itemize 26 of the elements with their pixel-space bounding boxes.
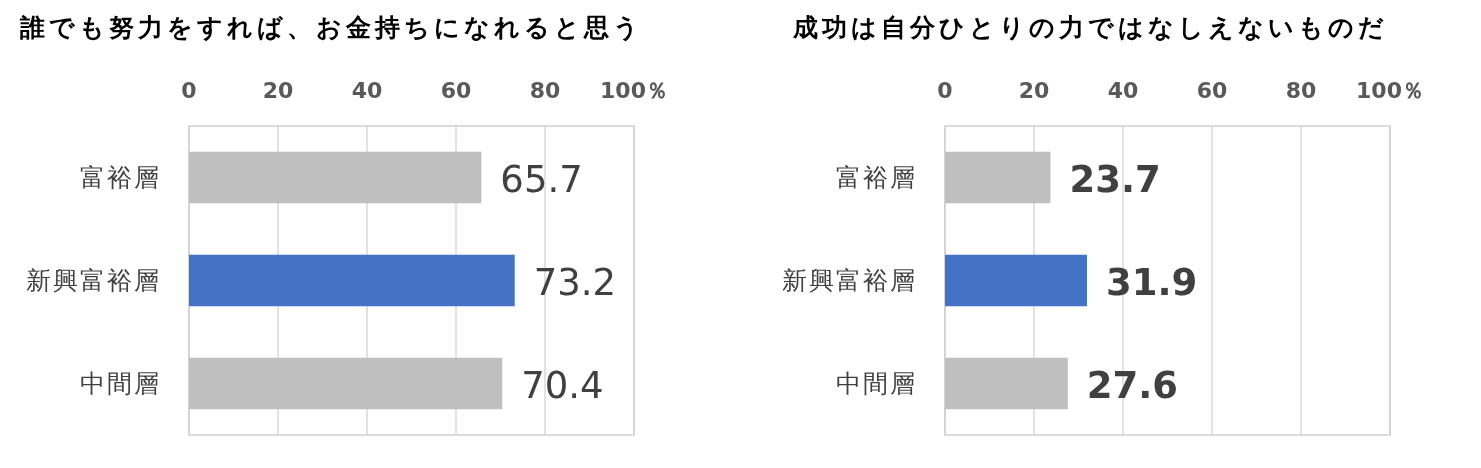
x-tick-label: 40 bbox=[351, 77, 383, 103]
x-tick-label: 100％ bbox=[1356, 77, 1424, 103]
x-tick-label: 40 bbox=[1107, 77, 1139, 103]
category-label: 新興富裕層 bbox=[782, 266, 917, 295]
x-tick-label: 0 bbox=[937, 77, 953, 103]
data-label: 70.4 bbox=[521, 364, 604, 407]
category-label: 中間層 bbox=[80, 369, 161, 398]
data-label: 31.9 bbox=[1105, 261, 1198, 304]
x-tick-label: 0 bbox=[181, 77, 197, 103]
category-label: 富裕層 bbox=[80, 163, 161, 192]
category-label: 富裕層 bbox=[836, 163, 917, 192]
category-label: 新興富裕層 bbox=[26, 266, 161, 295]
x-tick-label: 20 bbox=[262, 77, 294, 103]
data-label: 23.7 bbox=[1069, 158, 1161, 201]
data-label: 65.7 bbox=[500, 158, 583, 201]
x-tick-label: 60 bbox=[440, 77, 472, 103]
data-label: 73.2 bbox=[533, 261, 617, 304]
x-tick-label: 80 bbox=[529, 77, 561, 103]
data-label: 27.6 bbox=[1086, 364, 1179, 407]
title: 誰でも努力をすれば、お金持ちになれると思う bbox=[20, 12, 643, 42]
x-tick-label: 20 bbox=[1018, 77, 1050, 103]
category-label: 中間層 bbox=[836, 369, 917, 398]
title: 成功は自分ひとりの力ではなしえないものだ bbox=[793, 12, 1388, 42]
x-tick-label: 100％ bbox=[600, 77, 668, 103]
x-tick-label: 60 bbox=[1196, 77, 1228, 103]
x-tick-label: 80 bbox=[1285, 77, 1317, 103]
